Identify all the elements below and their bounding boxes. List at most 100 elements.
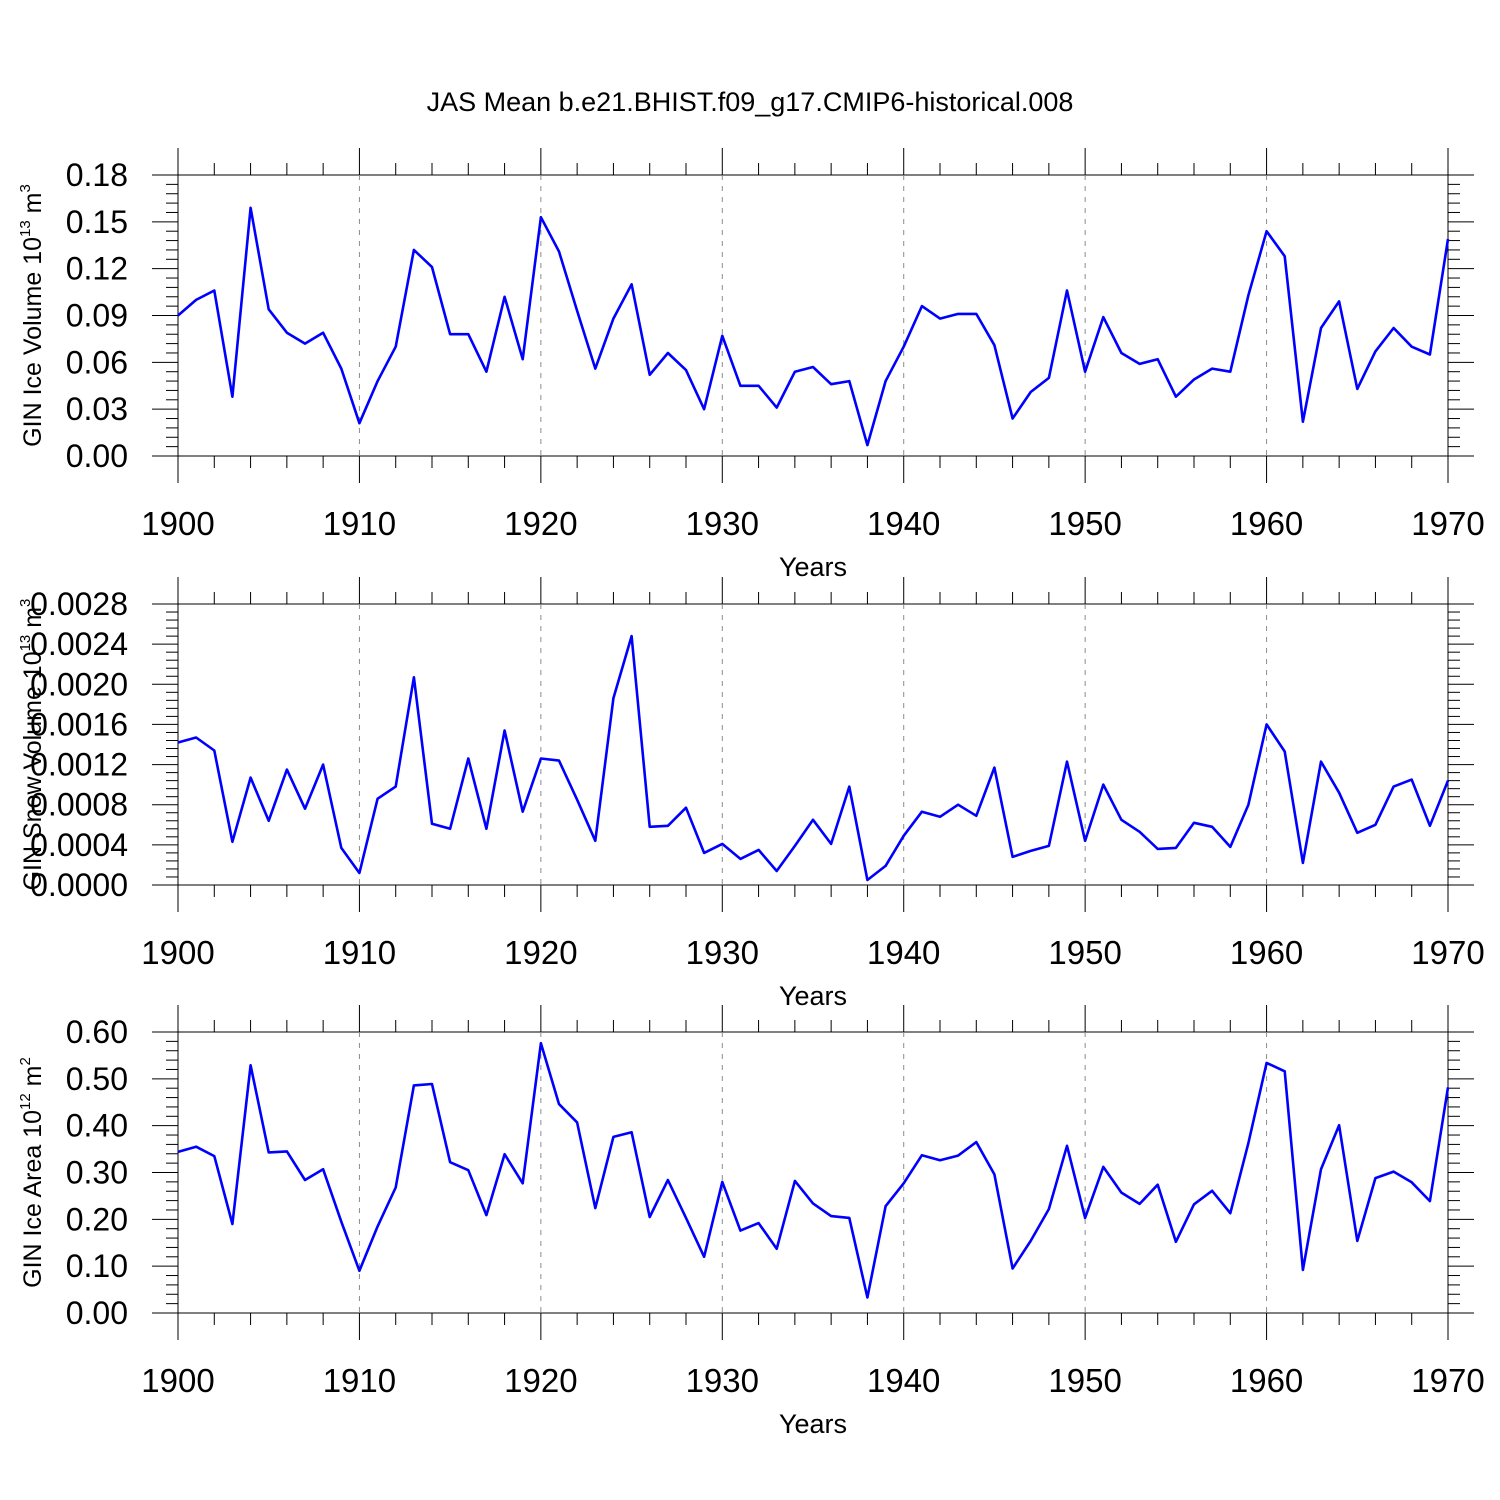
data-point bbox=[230, 840, 234, 844]
data-point bbox=[1373, 349, 1377, 353]
data-point bbox=[466, 332, 470, 336]
data-point bbox=[884, 864, 888, 868]
data-point bbox=[394, 1185, 398, 1189]
data-point bbox=[775, 406, 779, 410]
data-point bbox=[1319, 760, 1323, 764]
data-point bbox=[1246, 1141, 1250, 1145]
y-axis-label-exp: 12 bbox=[17, 1093, 34, 1110]
data-point bbox=[738, 384, 742, 388]
data-point bbox=[1410, 1180, 1414, 1184]
x-tick-label: 1940 bbox=[867, 1362, 940, 1399]
y-axis-label-unit: m bbox=[19, 607, 47, 635]
data-point bbox=[956, 312, 960, 316]
data-point bbox=[394, 345, 398, 349]
data-point bbox=[648, 825, 652, 829]
data-point bbox=[974, 814, 978, 818]
data-point bbox=[1373, 823, 1377, 827]
y-tick-label: 0.50 bbox=[66, 1061, 128, 1097]
data-point bbox=[630, 1130, 634, 1134]
data-point bbox=[702, 1255, 706, 1259]
data-point bbox=[539, 1041, 543, 1045]
y-tick-label: 0.0024 bbox=[30, 626, 128, 662]
data-point bbox=[1337, 1123, 1341, 1127]
data-point bbox=[1138, 830, 1142, 834]
data-point bbox=[539, 757, 543, 761]
data-point bbox=[865, 878, 869, 882]
data-point bbox=[430, 265, 434, 269]
series-line bbox=[177, 634, 1450, 882]
x-axis-label: Years bbox=[779, 1409, 847, 1439]
data-point bbox=[267, 307, 271, 311]
data-point bbox=[847, 379, 851, 383]
data-point bbox=[285, 768, 289, 772]
y-axis-label-unit: m bbox=[19, 193, 47, 221]
data-point bbox=[376, 797, 380, 801]
data-point bbox=[1337, 299, 1341, 303]
data-point bbox=[321, 1167, 325, 1171]
data-point bbox=[176, 314, 180, 318]
x-tick-label: 1960 bbox=[1230, 505, 1303, 542]
data-point bbox=[1174, 1240, 1178, 1244]
data-point bbox=[249, 1063, 253, 1067]
y-axis-label-base: GIN Ice Area 10 bbox=[19, 1110, 47, 1288]
data-point bbox=[1011, 1267, 1015, 1271]
series-line bbox=[177, 1041, 1450, 1299]
data-point bbox=[321, 331, 325, 335]
y-axis-label: GIN Ice Area 1012 m2 bbox=[17, 1057, 47, 1288]
data-point bbox=[575, 798, 579, 802]
data-point bbox=[1174, 846, 1178, 850]
data-point bbox=[1392, 1170, 1396, 1174]
data-point bbox=[521, 1181, 525, 1185]
panels: 1900 1910 1920 1930 1940 1950 1960 1970 0.00 0.03… bbox=[17, 148, 1485, 1439]
data-point bbox=[611, 1135, 615, 1139]
data-point bbox=[557, 759, 561, 763]
data-point bbox=[666, 824, 670, 828]
data-point bbox=[376, 1224, 380, 1228]
data-point bbox=[575, 309, 579, 313]
y-tick-label: 0.40 bbox=[66, 1108, 128, 1144]
data-point bbox=[176, 740, 180, 744]
y-tick-label: 0.0008 bbox=[30, 787, 128, 823]
data-point bbox=[920, 810, 924, 814]
x-axis-label: Years bbox=[779, 981, 847, 1011]
data-point bbox=[847, 1216, 851, 1220]
data-point bbox=[884, 1204, 888, 1208]
x-tick-label: 1920 bbox=[504, 505, 577, 542]
y-axis-label-exp: 13 bbox=[17, 635, 34, 652]
x-tick-label: 1930 bbox=[686, 505, 759, 542]
data-point bbox=[503, 295, 507, 299]
y-axis-label-base: GIN Ice Volume 10 bbox=[19, 237, 47, 447]
data-point bbox=[811, 1201, 815, 1205]
data-point bbox=[611, 317, 615, 321]
x-tick-label: 1950 bbox=[1048, 505, 1121, 542]
data-point bbox=[176, 1150, 180, 1154]
data-point bbox=[1446, 779, 1450, 783]
data-point bbox=[1192, 1202, 1196, 1206]
data-point bbox=[1428, 353, 1432, 357]
data-point bbox=[902, 1181, 906, 1185]
y-tick-label: 0.00 bbox=[66, 438, 128, 474]
data-point bbox=[539, 215, 543, 219]
y-tick-label: 0.0012 bbox=[30, 747, 128, 783]
y-axis-label: GIN Snow Volume 1013 m3 bbox=[17, 599, 47, 891]
data-point bbox=[938, 815, 942, 819]
data-point bbox=[666, 1178, 670, 1182]
data-point bbox=[757, 384, 761, 388]
data-point bbox=[267, 819, 271, 823]
data-point bbox=[630, 634, 634, 638]
data-point bbox=[303, 807, 307, 811]
data-point bbox=[521, 357, 525, 361]
data-point bbox=[829, 1214, 833, 1218]
x-tick-label: 1960 bbox=[1230, 934, 1303, 971]
data-point bbox=[684, 1216, 688, 1220]
data-point bbox=[1101, 1165, 1105, 1169]
x-tick-label: 1920 bbox=[504, 934, 577, 971]
data-point bbox=[1265, 229, 1269, 233]
y-tick-label: 0.0020 bbox=[30, 666, 128, 702]
data-point bbox=[448, 332, 452, 336]
data-point bbox=[249, 206, 253, 210]
data-point bbox=[267, 1150, 271, 1154]
data-point bbox=[648, 1215, 652, 1219]
data-point bbox=[811, 365, 815, 369]
data-point bbox=[829, 842, 833, 846]
